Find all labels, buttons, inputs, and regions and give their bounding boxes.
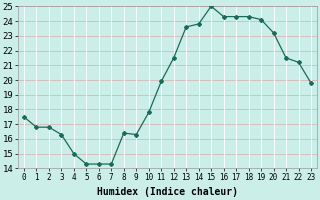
X-axis label: Humidex (Indice chaleur): Humidex (Indice chaleur) <box>97 187 238 197</box>
